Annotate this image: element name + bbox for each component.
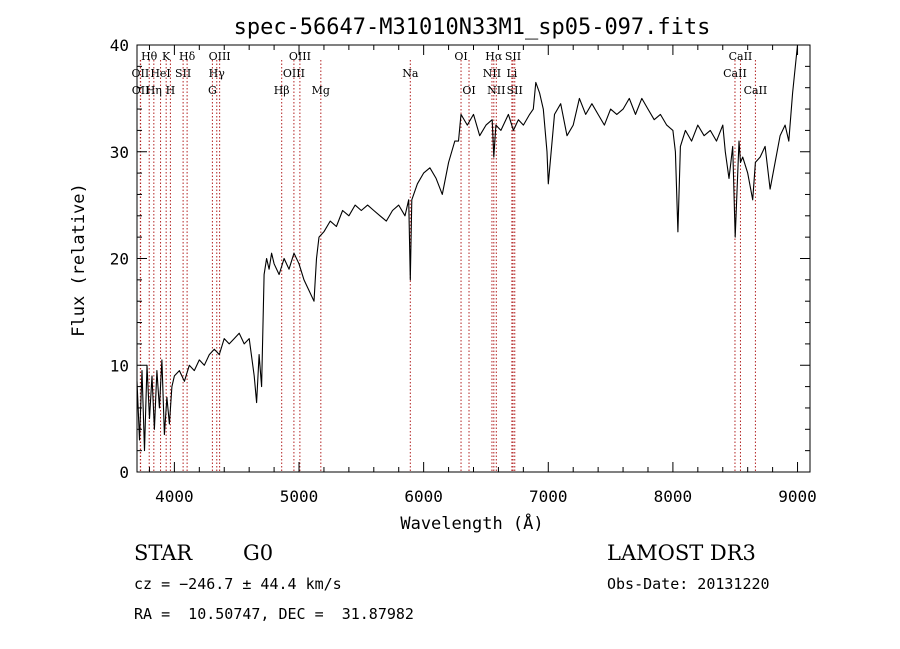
line-label-24: OI (462, 84, 475, 97)
line-label-8: CaII (729, 50, 753, 63)
x-tick-label-5: 9000 (778, 487, 817, 506)
line-label-27: CaII (744, 84, 768, 97)
spectrum-line (136, 44, 799, 452)
y-tick-label-2: 20 (110, 250, 129, 269)
object-class: STAR (134, 541, 193, 565)
line-label-20: H (166, 84, 176, 97)
x-tick-label-4: 8000 (654, 487, 693, 506)
y-tick-label-0: 0 (119, 463, 129, 482)
line-label-26: SII (507, 84, 523, 97)
x-tick-label-1: 5000 (280, 487, 319, 506)
redshift-text: cz = −246.7 ± 44.4 km/s (134, 575, 342, 593)
x-tick-label-2: 6000 (404, 487, 443, 506)
y-axis-label: Flux (relative) (69, 183, 89, 337)
survey-name: LAMOST DR3 (607, 541, 756, 565)
line-label-7: SII (505, 50, 521, 63)
y-tick-label-3: 30 (110, 143, 129, 162)
chart-title: spec-56647-M31010N33M1_sp05-097.fits (234, 15, 711, 40)
line-label-4: OIII (289, 50, 311, 63)
line-label-25: NII (487, 84, 505, 97)
obs-date: Obs-Date: 20131220 (607, 575, 770, 593)
line-label-16: Li (506, 67, 517, 80)
line-label-9: OII (132, 67, 150, 80)
y-tick-label-4: 40 (110, 36, 129, 55)
line-label-12: Hγ (209, 67, 226, 80)
line-label-2: Hδ (179, 50, 196, 63)
line-label-10: HeI (150, 67, 170, 80)
object-subclass: G0 (243, 541, 273, 565)
x-axis-label: Wavelength (Å) (400, 512, 543, 534)
line-label-19: Hη (146, 84, 162, 97)
line-label-11: SII (175, 67, 191, 80)
line-label-23: Mg (312, 84, 330, 97)
line-label-0: Hθ (141, 50, 158, 63)
coordinates: RA = 10.50747, DEC = 31.87982 (134, 605, 414, 623)
line-label-5: OI (454, 50, 467, 63)
y-tick-label-1: 10 (110, 356, 129, 375)
line-label-6: Hα (485, 50, 503, 63)
x-tick-label-0: 4000 (155, 487, 194, 506)
line-label-3: OIII (209, 50, 231, 63)
x-tick-label-3: 7000 (529, 487, 568, 506)
line-label-22: Hβ (274, 84, 290, 97)
line-label-17: CaII (723, 67, 747, 80)
line-label-21: G (208, 84, 217, 97)
line-label-1: K (162, 50, 171, 63)
line-label-14: Na (402, 67, 419, 80)
line-label-18: OII (132, 84, 150, 97)
x-axis: 4000 5000 6000 7000 8000 9000 (148, 45, 817, 506)
line-label-13: OIII (283, 67, 305, 80)
y-axis: 0 10 20 30 40 (110, 36, 810, 482)
line-label-15: NII (483, 67, 501, 80)
